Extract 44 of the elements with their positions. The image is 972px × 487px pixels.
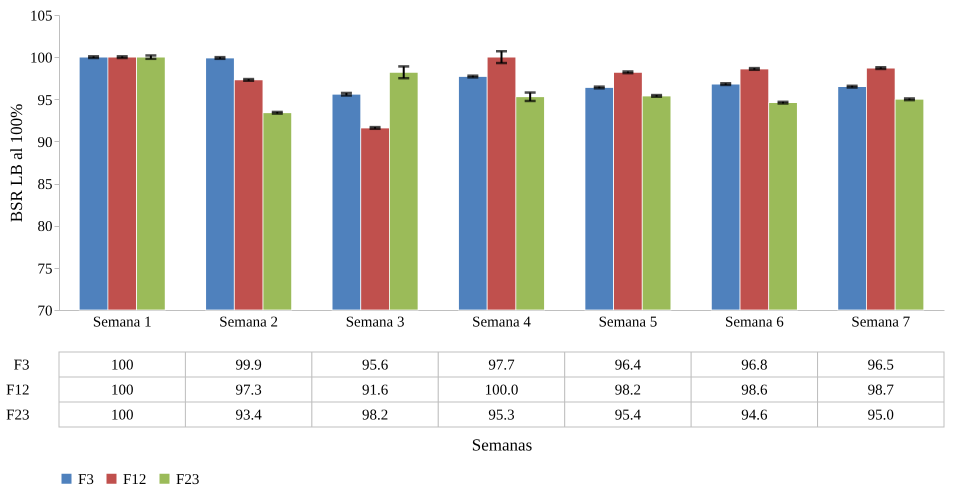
legend-label: F23 bbox=[176, 472, 200, 487]
data-label: 99.9 bbox=[236, 358, 262, 374]
data-label: 95.6 bbox=[362, 358, 389, 374]
y-tick-label: 95 bbox=[38, 92, 52, 109]
x-tick-label: Semana 4 bbox=[472, 314, 532, 330]
legend-label: F3 bbox=[78, 472, 94, 487]
data-label: 94.6 bbox=[741, 408, 768, 424]
data-label: 100.0 bbox=[484, 382, 518, 398]
data-label: 98.2 bbox=[614, 382, 642, 398]
y-tick-label: 105 bbox=[30, 8, 52, 24]
data-label: 98.2 bbox=[362, 408, 388, 424]
data-label: 93.4 bbox=[236, 408, 262, 424]
x-tick-label: Semana 6 bbox=[724, 314, 784, 330]
data-label: 95.0 bbox=[868, 408, 894, 424]
x-tick-label: Semana 1 bbox=[92, 314, 152, 330]
data-label: 100 bbox=[110, 382, 134, 398]
text: F3 bbox=[14, 358, 30, 374]
data-label: 100 bbox=[110, 358, 134, 374]
y-tick-label: 90 bbox=[38, 134, 52, 151]
data-label: 95.4 bbox=[614, 408, 642, 424]
text: F23 bbox=[6, 408, 30, 424]
y-tick-label: 80 bbox=[38, 219, 52, 236]
legend-label: F12 bbox=[123, 472, 146, 487]
data-label: 100 bbox=[110, 408, 134, 424]
x-tick-label: Semana 5 bbox=[598, 314, 658, 330]
x-tick-label: Semana 3 bbox=[346, 314, 404, 330]
data-label: 91.6 bbox=[362, 382, 389, 398]
data-label: 98.7 bbox=[868, 382, 894, 398]
y-axis-title: BSR LB al 100% bbox=[7, 104, 26, 222]
data-label: 97.3 bbox=[236, 382, 262, 398]
text: F12 bbox=[6, 382, 30, 398]
text: Semanas bbox=[472, 436, 532, 454]
x-tick-label: Semana 7 bbox=[851, 314, 911, 330]
data-label: 98.6 bbox=[741, 382, 768, 398]
y-tick-label: 85 bbox=[38, 177, 52, 194]
x-tick-label: Semana 2 bbox=[219, 314, 278, 330]
y-tick-label: 100 bbox=[30, 50, 52, 67]
y-tick-label: 70 bbox=[38, 304, 52, 320]
data-label: 96.4 bbox=[614, 358, 642, 374]
y-tick-label: 75 bbox=[38, 261, 52, 278]
data-label: 96.8 bbox=[741, 358, 768, 374]
data-label: 95.3 bbox=[488, 408, 515, 424]
data-label: 96.5 bbox=[868, 358, 894, 374]
data-label: 97.7 bbox=[488, 358, 516, 374]
